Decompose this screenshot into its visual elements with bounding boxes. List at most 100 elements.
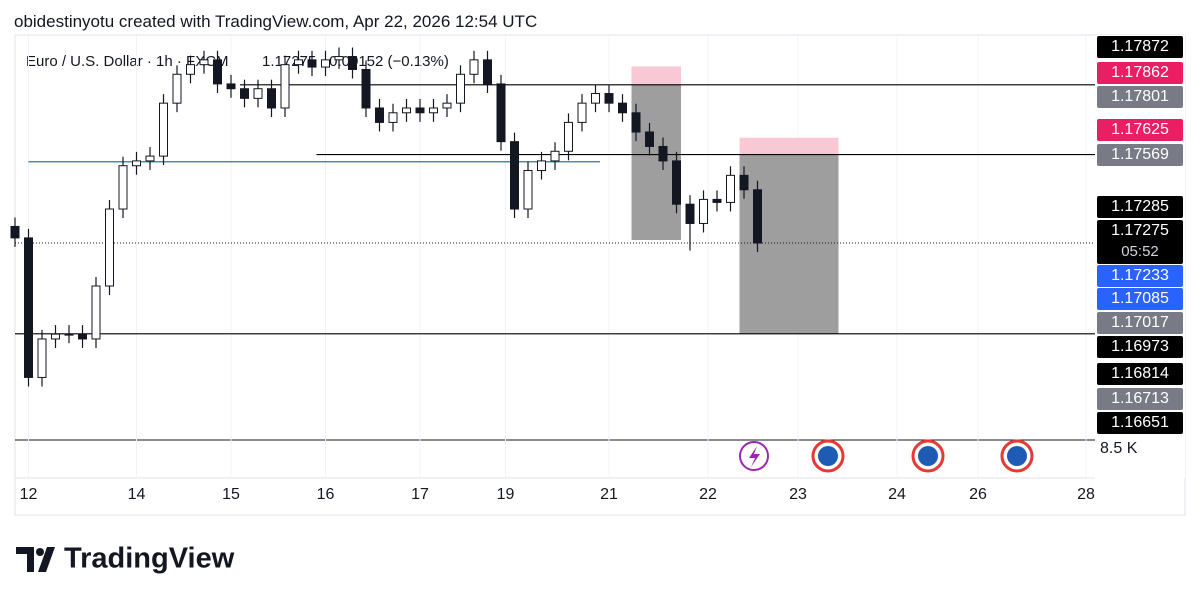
x-tick-label: 16 [317, 486, 335, 503]
candle-body [496, 83, 506, 143]
price-tag-label: 1.17285 [1111, 198, 1169, 215]
candle-body [685, 203, 695, 224]
candle-body [159, 102, 168, 157]
price-tag [1097, 265, 1183, 287]
price-tag-label: 1.16973 [1111, 338, 1169, 355]
x-tick-label: 21 [600, 486, 618, 503]
price-tag [1097, 388, 1183, 410]
logo: TradingView [16, 543, 235, 575]
candle-body [294, 59, 303, 66]
candle-body [699, 198, 708, 224]
price-tag [1097, 36, 1183, 58]
price-tag-label: 1.17233 [1111, 267, 1169, 284]
candle-body [672, 160, 681, 205]
x-tick-label: 23 [789, 486, 807, 503]
price-tag [1097, 336, 1183, 358]
candle-body [618, 102, 627, 114]
price-tag [1097, 119, 1183, 141]
header: obidestinyotu created with TradingView.c… [14, 12, 538, 31]
candle-body [388, 112, 398, 123]
candle-body [240, 88, 249, 99]
logo-mark [36, 548, 44, 556]
event-icons [739, 439, 1034, 473]
x-tick-label: 22 [699, 486, 717, 503]
event-icon [1007, 446, 1027, 466]
candle-body [577, 102, 587, 123]
candle-body [483, 59, 492, 85]
x-tick-label: 19 [497, 486, 515, 503]
profit-zone [739, 154, 839, 334]
candle-body [199, 59, 209, 66]
candle-body [348, 56, 357, 70]
countdown: 05:52 [1121, 243, 1159, 260]
candle-body [105, 208, 114, 287]
candle-body [10, 225, 20, 239]
candle-body [172, 73, 182, 104]
candle-body [375, 107, 384, 123]
x-tick-label: 12 [20, 486, 38, 503]
logo-text: TradingView [64, 543, 235, 575]
price-tag [1097, 144, 1183, 166]
candle-body [37, 338, 47, 378]
candle-body [510, 141, 519, 210]
candle-body [145, 155, 155, 162]
price-tag-label: 1.17862 [1111, 64, 1169, 81]
candle-body [631, 112, 641, 133]
candle-body [712, 198, 722, 203]
price-tag [1097, 312, 1183, 334]
candle-body [469, 59, 479, 75]
candle-body [24, 237, 33, 378]
candle-body [118, 165, 128, 210]
x-tick-label: 26 [969, 486, 987, 503]
x-tick-label: 15 [222, 486, 240, 503]
price-tag [1097, 86, 1183, 108]
price-tag [1097, 412, 1183, 434]
candle-body [537, 160, 546, 172]
price-tag-label: 1.17625 [1111, 121, 1169, 138]
candle-body [415, 107, 425, 114]
candle-body [91, 285, 101, 340]
candle-body [564, 121, 573, 152]
candle-body [442, 102, 452, 109]
price-tag-label: 1.17872 [1111, 38, 1169, 55]
candle-body [78, 333, 87, 340]
price-tag [1097, 288, 1183, 310]
candle-body [280, 64, 290, 109]
volume-label: 8.5 K [1100, 440, 1138, 457]
price-tag-label: 1.16713 [1111, 390, 1169, 407]
price-tag-label: 1.17275 [1111, 222, 1169, 239]
price-tag-label: 1.16814 [1111, 365, 1169, 382]
candle-body [645, 131, 654, 147]
risk-zone [631, 66, 681, 85]
price-tag [1097, 62, 1183, 84]
event-icon [818, 446, 838, 466]
price-tag [1097, 363, 1183, 385]
candle-body [321, 59, 330, 68]
price-tag [1097, 196, 1183, 218]
candle-body [132, 160, 141, 167]
event-icon [918, 446, 938, 466]
candle-body [307, 59, 317, 68]
event-icon [749, 446, 760, 467]
candle-body [429, 107, 438, 114]
candle-body [402, 107, 411, 114]
x-tick-label: 14 [128, 486, 146, 503]
price-tag-label: 1.17017 [1111, 314, 1169, 331]
candle-body [64, 333, 74, 336]
candle-body [726, 174, 735, 203]
candle-body [51, 333, 60, 340]
candle-body [658, 145, 668, 162]
candle-body [213, 59, 222, 85]
candle-body [753, 189, 762, 244]
x-tick-label: 24 [888, 486, 906, 503]
price-tag [1097, 220, 1183, 264]
candle-body [739, 174, 749, 191]
candle-body [550, 150, 560, 162]
candle-body [267, 88, 276, 109]
x-tick-label: 28 [1077, 486, 1095, 503]
chart-title: Euro / U.S. Dollar · 1h · FXCM [26, 53, 229, 70]
candle-body [456, 73, 465, 104]
candle-body [523, 170, 533, 210]
